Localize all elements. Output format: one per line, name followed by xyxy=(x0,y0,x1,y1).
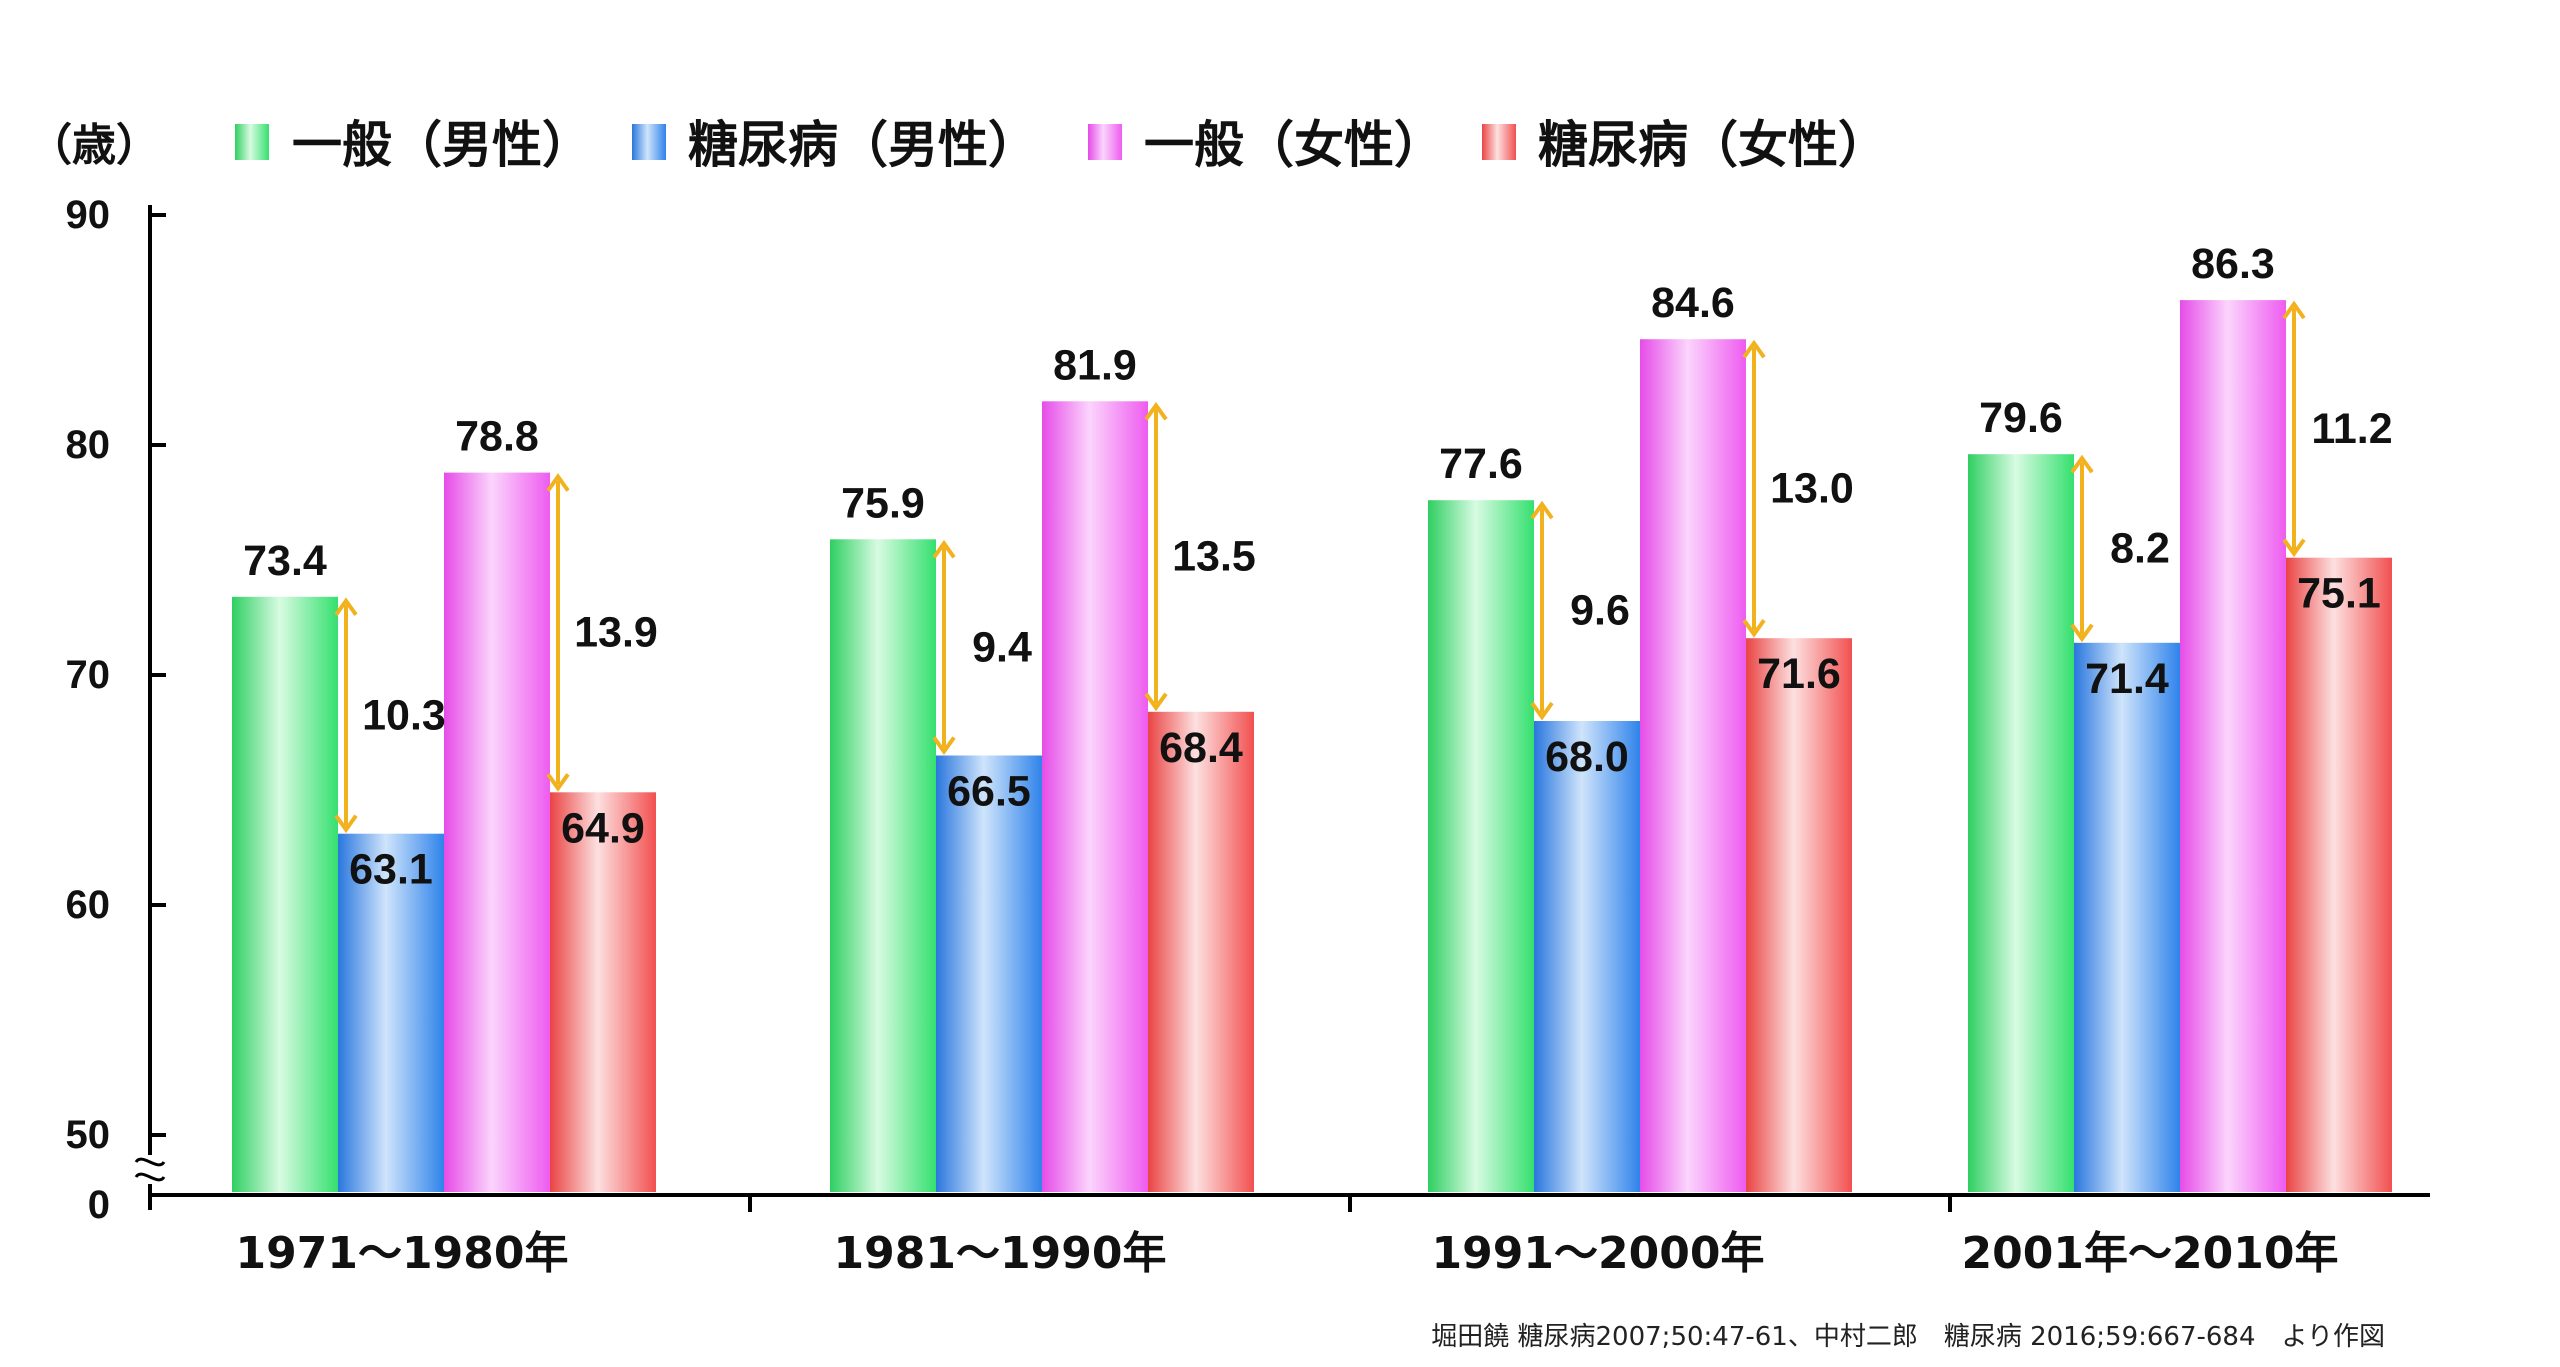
legend-swatch-general-female xyxy=(1088,124,1122,160)
difference-arrow-female-2: 13.5 xyxy=(1144,401,1256,712)
legend-item-diabetes-male: 糖尿病（男性） xyxy=(632,116,1038,174)
y-tick-label-70: 70 xyxy=(66,653,111,697)
value-label-diabetes-male-1: 63.1 xyxy=(349,846,433,894)
difference-arrow-male-1: 10.3 xyxy=(334,597,446,834)
legend-label-diabetes-male: 糖尿病（男性） xyxy=(688,116,1038,174)
difference-arrows: 10.3 13.9 9.4 13.5 9.6 13.0 8.2 11.2 xyxy=(334,300,2393,834)
legend-label-diabetes-female: 糖尿病（女性） xyxy=(1538,116,1888,174)
bar-general-female-4 xyxy=(2180,300,2286,1193)
difference-arrow-head-top-male-3 xyxy=(1530,500,1554,520)
value-label-general-female-3: 84.6 xyxy=(1651,279,1735,327)
bar-diabetes-male-3 xyxy=(1534,721,1640,1192)
value-label-general-male-3: 77.6 xyxy=(1439,440,1523,488)
difference-arrow-female-1: 13.9 xyxy=(546,473,658,792)
value-label-general-male-4: 79.6 xyxy=(1979,394,2063,442)
difference-arrow-head-top-male-2 xyxy=(932,539,956,559)
bar-diabetes-female-1 xyxy=(550,792,656,1192)
legend-swatch-diabetes-female xyxy=(1482,124,1516,160)
difference-label-male-2: 9.4 xyxy=(972,623,1032,671)
difference-arrow-male-3: 9.6 xyxy=(1530,500,1630,721)
bar-diabetes-male-4 xyxy=(2074,642,2180,1192)
x-category-label-3: 1991～2000年 xyxy=(1432,1228,1765,1279)
legend-item-diabetes-female: 糖尿病（女性） xyxy=(1482,116,1888,174)
bar-general-male-4 xyxy=(1968,454,2074,1192)
difference-arrow-head-bottom-male-2 xyxy=(932,736,956,755)
value-label-general-male-1: 73.4 xyxy=(243,537,327,585)
bar-general-male-2 xyxy=(830,539,936,1192)
bar-general-female-1 xyxy=(444,472,550,1193)
difference-arrow-female-3: 13.0 xyxy=(1742,339,1854,638)
x-category-label-2: 1981～1990年 xyxy=(834,1228,1167,1279)
difference-arrow-head-bottom-female-1 xyxy=(546,773,570,792)
bars xyxy=(232,300,2392,1193)
x-category-label-4: 2001年～2010年 xyxy=(1962,1228,2339,1279)
value-label-diabetes-male-2: 66.5 xyxy=(947,768,1031,816)
axis-break-mark xyxy=(134,1157,166,1182)
y-tick-label-90: 90 xyxy=(66,193,111,237)
bar-general-male-1 xyxy=(232,596,338,1192)
difference-arrow-head-bottom-male-1 xyxy=(334,814,358,834)
x-category-label-1: 1971～1980年 xyxy=(236,1228,569,1279)
bar-general-female-3 xyxy=(1640,339,1746,1192)
difference-label-male-3: 9.6 xyxy=(1570,587,1630,635)
difference-arrow-head-bottom-female-3 xyxy=(1742,619,1766,638)
value-label-general-female-2: 81.9 xyxy=(1053,341,1137,389)
y-tick-label-60: 60 xyxy=(66,883,111,927)
value-label-general-female-4: 86.3 xyxy=(2191,240,2275,288)
difference-arrow-head-bottom-male-3 xyxy=(1530,701,1554,721)
legend-label-general-female: 一般（女性） xyxy=(1144,116,1444,174)
difference-arrow-head-top-female-4 xyxy=(2282,300,2306,320)
difference-arrow-head-top-male-1 xyxy=(334,597,358,616)
difference-label-female-1: 13.9 xyxy=(574,608,658,656)
difference-arrow-male-4: 8.2 xyxy=(2070,454,2170,643)
value-label-diabetes-male-4: 71.4 xyxy=(2085,655,2169,703)
legend-item-general-female: 一般（女性） xyxy=(1088,116,1444,174)
value-label-diabetes-male-3: 68.0 xyxy=(1545,733,1629,781)
value-labels: 73.4 63.1 78.8 64.9 75.9 66.5 81.9 68.4 77.6 68.0… xyxy=(243,240,2381,894)
bar-diabetes-female-4 xyxy=(2286,557,2392,1192)
bar-general-female-2 xyxy=(1042,401,1148,1192)
difference-label-male-4: 8.2 xyxy=(2110,525,2170,573)
value-label-diabetes-female-3: 71.6 xyxy=(1757,650,1841,698)
difference-label-male-1: 10.3 xyxy=(362,691,446,739)
difference-arrow-head-top-female-3 xyxy=(1742,339,1766,359)
value-label-general-female-1: 78.8 xyxy=(455,413,539,461)
legend-label-general-male: 一般（男性） xyxy=(292,116,592,174)
x-axis: 1971～1980年 1981～1990年 1991～2000年 2001年～2… xyxy=(150,1193,2430,1279)
source-note: 堀田饒 糖尿病2007;50:47-61、中村二郎 糖尿病 2016;59:66… xyxy=(1431,1322,2385,1352)
value-label-general-male-2: 75.9 xyxy=(841,479,925,527)
y-tick-label-80: 80 xyxy=(66,423,111,467)
bar-general-male-3 xyxy=(1428,500,1534,1192)
difference-label-female-2: 13.5 xyxy=(1172,533,1256,581)
difference-arrow-head-top-female-1 xyxy=(546,473,570,492)
difference-label-female-4: 11.2 xyxy=(2311,405,2392,453)
legend-swatch-general-male xyxy=(235,124,269,160)
difference-arrow-head-bottom-female-2 xyxy=(1144,692,1168,712)
legend-item-general-male: 一般（男性） xyxy=(235,116,592,174)
difference-arrow-head-bottom-male-4 xyxy=(2070,623,2094,643)
difference-arrow-head-bottom-female-4 xyxy=(2282,538,2306,558)
bar-diabetes-male-1 xyxy=(338,833,444,1192)
bar-diabetes-male-2 xyxy=(936,755,1042,1192)
legend: 一般（男性） 糖尿病（男性） 一般（女性） 糖尿病（女性） xyxy=(235,116,1888,174)
value-label-diabetes-female-2: 68.4 xyxy=(1159,724,1243,772)
difference-arrow-male-2: 9.4 xyxy=(932,539,1032,755)
bar-diabetes-female-2 xyxy=(1148,711,1254,1192)
bar-diabetes-female-3 xyxy=(1746,638,1852,1192)
value-label-diabetes-female-4: 75.1 xyxy=(2297,570,2381,618)
legend-swatch-diabetes-male xyxy=(632,124,666,160)
difference-arrow-head-top-male-4 xyxy=(2070,454,2094,474)
difference-arrow-female-4: 11.2 xyxy=(2282,300,2393,558)
y-unit-label: （歳） xyxy=(28,120,160,171)
y-tick-label-50: 50 xyxy=(66,1113,111,1157)
y-axis: 90 80 70 60 50 0 xyxy=(66,193,166,1227)
difference-arrow-head-top-female-2 xyxy=(1144,401,1168,421)
y-tick-label-0: 0 xyxy=(88,1183,110,1227)
difference-label-female-3: 13.0 xyxy=(1770,465,1854,513)
value-label-diabetes-female-1: 64.9 xyxy=(561,804,645,852)
